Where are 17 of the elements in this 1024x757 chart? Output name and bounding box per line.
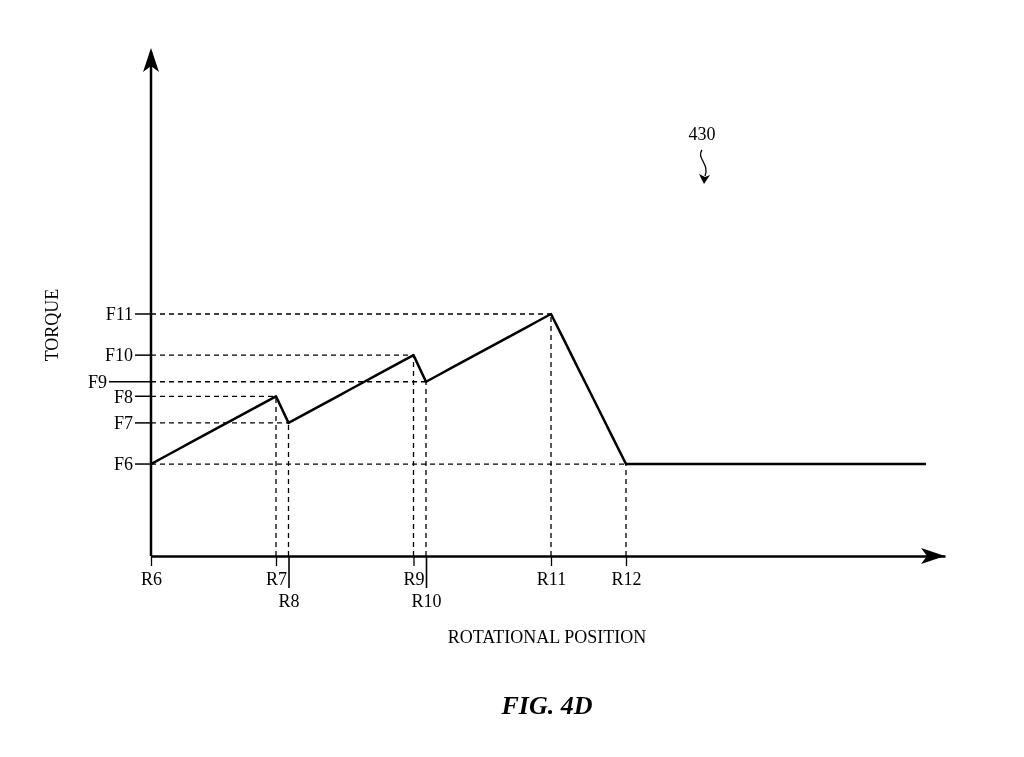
ref-line-label: F9	[87, 372, 107, 393]
ref-line-label: F8	[113, 386, 133, 407]
x-axis-title: ROTATIONAL POSITION	[447, 627, 647, 647]
x-tick-label: R8	[278, 590, 300, 611]
text: FIG. 4D	[500, 691, 593, 720]
ref-line-label: F7	[113, 413, 133, 434]
ref-line-label: F6	[113, 454, 133, 475]
x-tick-label: R10	[411, 590, 442, 611]
x-tick-label: R11	[536, 568, 567, 589]
x-tick-label: R6	[140, 568, 163, 589]
ref-line-label: F10	[104, 345, 133, 366]
x-tick-label: R7	[265, 568, 288, 589]
y-axis-title: TORQUE	[42, 288, 62, 362]
ref-line-label: F11	[105, 304, 133, 325]
text: 430	[688, 124, 716, 144]
x-tick-label: R9	[403, 568, 425, 589]
x-tick-label: R12	[611, 568, 642, 589]
